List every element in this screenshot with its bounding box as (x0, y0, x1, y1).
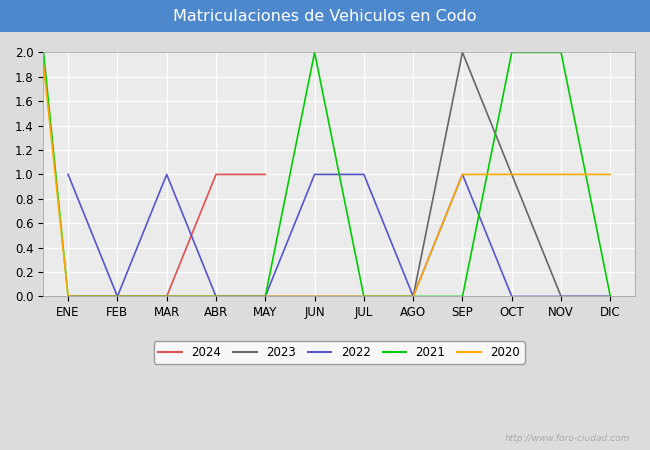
Text: Matriculaciones de Vehiculos en Codo: Matriculaciones de Vehiculos en Codo (174, 9, 476, 24)
Text: http://www.foro-ciudad.com: http://www.foro-ciudad.com (505, 434, 630, 443)
Legend: 2024, 2023, 2022, 2021, 2020: 2024, 2023, 2022, 2021, 2020 (153, 341, 525, 364)
